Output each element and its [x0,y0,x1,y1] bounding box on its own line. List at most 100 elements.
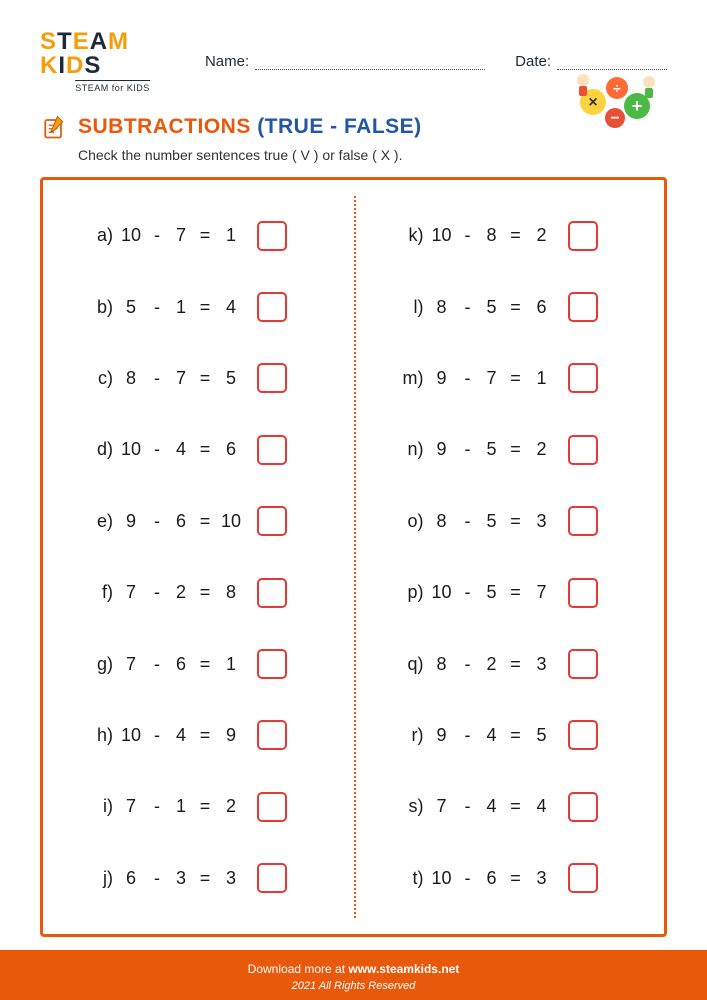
operand-a: 9 [117,511,145,532]
problem-label: i) [87,796,113,817]
answer-box[interactable] [257,863,287,893]
result: 1 [217,654,245,675]
problem-row: s)7-4=4 [398,792,645,822]
operator: - [460,225,476,246]
equals: = [508,225,524,246]
operator: - [460,654,476,675]
result: 2 [528,439,556,460]
equals: = [508,297,524,318]
result: 5 [528,725,556,746]
problem-row: b)5-1=4 [87,292,334,322]
answer-box[interactable] [568,363,598,393]
result: 6 [217,439,245,460]
operand-a: 9 [428,439,456,460]
problem-row: n)9-5=2 [398,435,645,465]
svg-text:×: × [588,94,597,111]
operand-b: 5 [480,582,504,603]
problem-label: e) [87,511,113,532]
answer-box[interactable] [257,792,287,822]
operand-b: 5 [480,297,504,318]
result: 3 [217,868,245,889]
operand-b: 6 [169,511,193,532]
answer-box[interactable] [257,720,287,750]
name-label: Name: [205,53,249,70]
answer-box[interactable] [568,720,598,750]
problem-label: k) [398,225,424,246]
answer-box[interactable] [257,363,287,393]
operator: - [149,725,165,746]
answer-box[interactable] [568,578,598,608]
problem-row: m)9-7=1 [398,363,645,393]
problem-row: i)7-1=2 [87,792,334,822]
answer-box[interactable] [257,578,287,608]
operand-a: 10 [117,439,145,460]
problem-label: j) [87,868,113,889]
operand-a: 10 [428,225,456,246]
name-input-line[interactable] [255,56,485,70]
problem-label: a) [87,225,113,246]
operator: - [149,368,165,389]
answer-box[interactable] [568,649,598,679]
answer-box[interactable] [257,221,287,251]
problem-row: j)6-3=3 [87,863,334,893]
operator: - [149,225,165,246]
answer-box[interactable] [257,649,287,679]
equals: = [197,439,213,460]
operand-b: 1 [169,796,193,817]
operand-b: 1 [169,297,193,318]
answer-box[interactable] [568,863,598,893]
problem-row: k)10-8=2 [398,221,645,251]
problem-label: n) [398,439,424,460]
operand-a: 7 [117,796,145,817]
operand-a: 9 [428,368,456,389]
problem-label: q) [398,654,424,675]
answer-box[interactable] [257,506,287,536]
answer-box[interactable] [257,435,287,465]
problem-label: l) [398,297,424,318]
problem-row: q)8-2=3 [398,649,645,679]
problem-label: g) [87,654,113,675]
footer-copyright: 2021 All Rights Reserved [0,978,707,995]
result: 3 [528,654,556,675]
problem-row: d)10-4=6 [87,435,334,465]
result: 3 [528,868,556,889]
operator: - [460,796,476,817]
equals: = [508,725,524,746]
logo-main: STEAMKIDS [40,30,185,78]
answer-box[interactable] [568,292,598,322]
operator: - [149,796,165,817]
operator: - [460,368,476,389]
problem-label: p) [398,582,424,603]
operand-b: 4 [480,796,504,817]
result: 9 [217,725,245,746]
operator: - [149,582,165,603]
operand-b: 8 [480,225,504,246]
operand-a: 8 [117,368,145,389]
problem-row: f)7-2=8 [87,578,334,608]
problem-row: t)10-6=3 [398,863,645,893]
svg-text:+: + [632,96,643,116]
column-divider [354,196,356,918]
operand-b: 7 [480,368,504,389]
operand-b: 4 [169,439,193,460]
problem-row: h)10-4=9 [87,720,334,750]
operand-a: 10 [428,582,456,603]
answer-box[interactable] [257,292,287,322]
date-label: Date: [515,53,551,70]
operand-a: 7 [117,654,145,675]
problem-label: b) [87,297,113,318]
problem-label: o) [398,511,424,532]
answer-box[interactable] [568,792,598,822]
operator: - [149,439,165,460]
answer-box[interactable] [568,506,598,536]
operator: - [149,511,165,532]
problem-row: o)8-5=3 [398,506,645,536]
result: 8 [217,582,245,603]
operator: - [460,511,476,532]
equals: = [197,868,213,889]
result: 10 [217,511,245,532]
answer-box[interactable] [568,435,598,465]
answer-box[interactable] [568,221,598,251]
right-column: k)10-8=2l)8-5=6m)9-7=1n)9-5=2o)8-5=3p)10… [354,200,665,914]
equals: = [197,654,213,675]
